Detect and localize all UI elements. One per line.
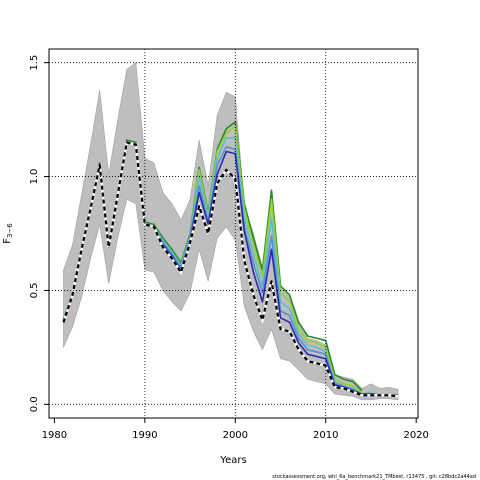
svg-text:F3−6: F3−6 — [2, 223, 14, 244]
confidence-band — [63, 62, 399, 401]
plot-area — [62, 62, 399, 401]
footer-text: stockassessment.org, whi_6a_benchmark21_… — [272, 474, 476, 480]
axes: 1980 1990 2000 2010 2020 0.0 0.5 1.0 1.5 — [29, 55, 429, 441]
plot-frame — [48, 48, 419, 419]
x-tick-label-1: 1990 — [132, 430, 157, 441]
x-tick-label-2: 2000 — [223, 430, 248, 441]
x-tick-label-3: 2010 — [313, 430, 338, 441]
series-line-5 — [62, 141, 399, 398]
y-axis-title-main: F — [2, 238, 13, 244]
y-tick-label-3: 1.5 — [29, 55, 40, 71]
y-axis-title: F3−6 — [2, 223, 14, 244]
x-tick-label-4: 2020 — [403, 430, 428, 441]
x-tick-label-0: 1980 — [42, 430, 67, 441]
y-axis-title-sub: 3−6 — [6, 223, 14, 238]
y-tick-label-0: 0.0 — [29, 396, 40, 412]
y-tick-label-2: 1.0 — [29, 169, 40, 185]
y-tick-label-1: 0.5 — [29, 282, 40, 298]
x-axis-title: Years — [219, 455, 246, 466]
